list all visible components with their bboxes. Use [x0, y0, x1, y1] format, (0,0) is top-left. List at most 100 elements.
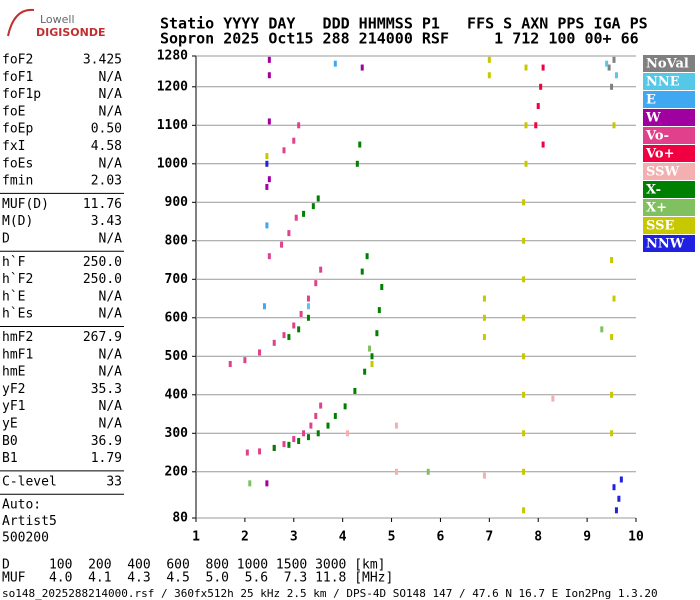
param-name: C-level: [2, 474, 57, 489]
echo-point: [522, 468, 526, 475]
param-name: MUF(D): [2, 197, 49, 212]
legend-swatch: [643, 181, 695, 198]
param-name: h`F: [2, 255, 26, 270]
echo-point: [333, 60, 337, 67]
x-tick-label: 1: [192, 530, 200, 545]
echo-point: [365, 253, 369, 260]
echo-point: [333, 412, 337, 419]
legend-label: Vo+: [645, 147, 674, 162]
echo-point: [287, 230, 291, 237]
echo-point: [534, 122, 538, 129]
echo-point: [282, 441, 286, 448]
y-tick-label: 400: [165, 387, 189, 402]
echo-point: [394, 468, 398, 475]
echo-point: [482, 334, 486, 341]
param-value: N/A: [99, 347, 123, 362]
echo-point: [346, 430, 350, 437]
echo-point: [311, 203, 315, 210]
echo-point: [355, 160, 359, 167]
echo-point: [370, 353, 374, 360]
echo-point: [353, 387, 357, 394]
echo-point: [600, 326, 604, 333]
echo-point: [610, 334, 614, 341]
echo-point: [605, 60, 609, 67]
echo-point: [265, 480, 269, 487]
footer-line: so148_2025288214000.rsf / 360fx512h 25 k…: [2, 587, 658, 600]
echo-point: [272, 444, 276, 451]
param-name: fxI: [2, 139, 25, 154]
legend-label: E: [646, 93, 656, 108]
echo-point: [287, 441, 291, 448]
x-tick-label: 4: [339, 530, 347, 545]
param-name: foF1p: [2, 87, 41, 102]
x-tick-label: 9: [583, 530, 591, 545]
echo-point: [610, 391, 614, 398]
echo-point: [522, 391, 526, 398]
legend-label: X-: [646, 183, 661, 198]
echo-point: [280, 241, 284, 248]
param-value: N/A: [99, 156, 123, 171]
param-name: D: [2, 232, 10, 247]
y-tick-label: 600: [165, 310, 189, 325]
echo-point: [326, 422, 330, 429]
echo-point: [316, 430, 320, 437]
echo-point: [360, 268, 364, 275]
echo-point: [297, 438, 301, 444]
param-name: B1: [2, 451, 18, 466]
echo-point: [358, 141, 362, 148]
echo-point: [612, 484, 616, 491]
echo-point: [302, 430, 306, 437]
param-value: N/A: [99, 289, 123, 304]
echo-point: [614, 507, 618, 514]
echo-point: [292, 137, 296, 144]
param-name: foF1: [2, 70, 33, 85]
logo-top: Lowell: [40, 13, 75, 26]
echo-point: [619, 476, 623, 483]
param-value: 267.9: [83, 330, 122, 345]
echo-point: [245, 449, 249, 456]
echo-point: [612, 295, 616, 302]
echo-point: [265, 160, 269, 167]
echo-point: [299, 310, 303, 317]
echo-point: [258, 349, 262, 356]
echo-point: [522, 430, 526, 437]
x-tick-label: 2: [241, 530, 249, 545]
param-name: foE: [2, 104, 25, 119]
echo-point: [267, 56, 271, 63]
echo-point: [612, 122, 616, 129]
echo-point: [248, 480, 252, 487]
echo-point: [272, 339, 276, 346]
param-value: N/A: [99, 87, 123, 102]
param-value: N/A: [99, 307, 123, 322]
param-value: 2.03: [91, 174, 122, 189]
param-value: 36.9: [91, 434, 122, 449]
echo-point: [314, 280, 318, 287]
param-value: 3.43: [91, 214, 122, 229]
legend-label: NNE: [646, 75, 680, 90]
legend-swatch: [643, 91, 695, 108]
echo-point: [612, 56, 616, 63]
echo-point: [482, 472, 486, 479]
echo-point: [487, 72, 491, 79]
echo-point: [614, 72, 618, 79]
header-line: Statio YYYY DAY DDD HHMMSS P1 FFS S AXN …: [160, 15, 648, 33]
legend-label: SSW: [646, 165, 679, 180]
param-name: yE: [2, 417, 18, 432]
echo-point: [309, 422, 313, 429]
param-value: 0.50: [91, 122, 122, 137]
echo-point: [319, 266, 323, 273]
legend-label: SSE: [646, 219, 674, 234]
x-tick-label: 5: [388, 530, 396, 545]
legend-swatch: [643, 145, 695, 162]
y-tick-label: 700: [165, 272, 189, 287]
legend-swatch: [643, 109, 695, 126]
echo-point: [297, 326, 301, 333]
y-tick-label: 300: [165, 426, 189, 441]
param-value: N/A: [99, 365, 123, 380]
echo-point: [541, 141, 545, 148]
echo-point: [363, 368, 367, 375]
echo-point: [536, 103, 540, 110]
echo-point: [243, 357, 247, 364]
param-name: M(D): [2, 214, 33, 229]
y-tick-label: 80: [172, 511, 188, 526]
